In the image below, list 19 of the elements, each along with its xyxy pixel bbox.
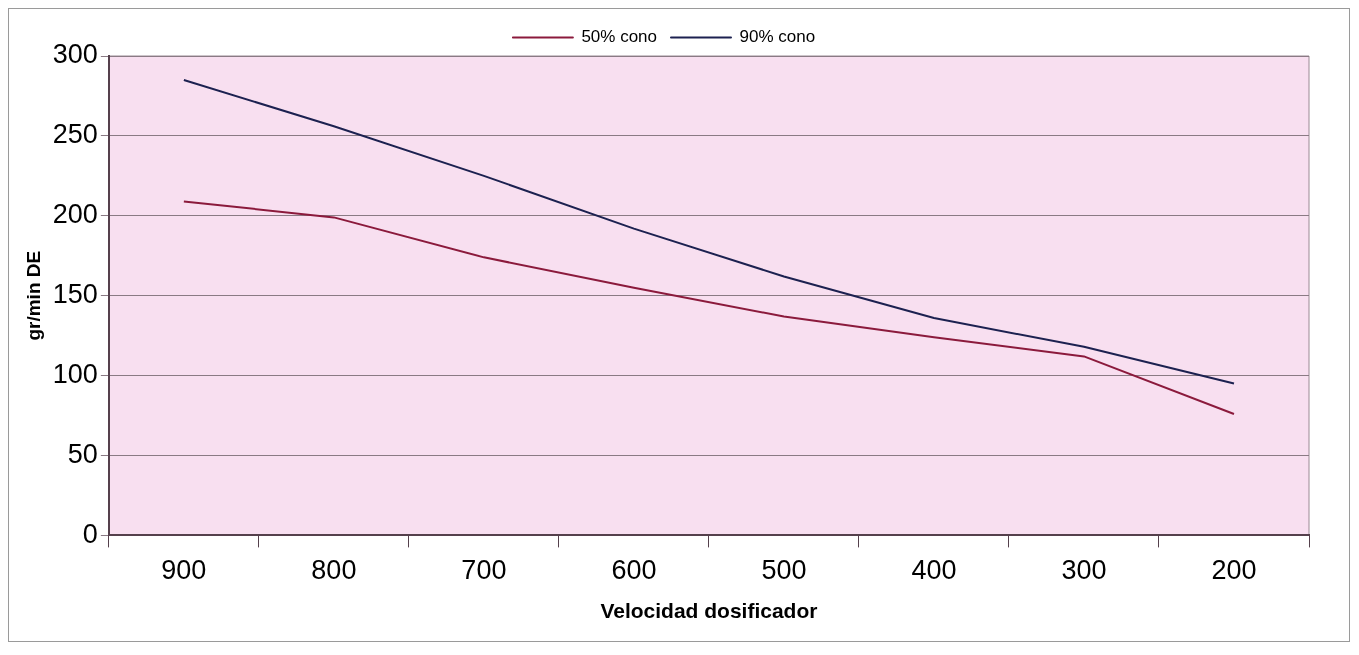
x-tick-label: 900	[161, 555, 207, 586]
legend-label: 90% cono	[739, 27, 816, 47]
x-tick-label: 200	[1211, 555, 1257, 586]
y-tick-label: 50	[67, 438, 98, 469]
y-tick-label: 250	[52, 119, 98, 150]
y-tick-label: 300	[52, 39, 98, 70]
y-tick-label: 100	[52, 359, 98, 390]
x-tick-label: 600	[611, 555, 657, 586]
x-tick-label: 300	[1061, 555, 1107, 586]
y-tick-label: 0	[82, 518, 98, 549]
x-tick-label: 700	[461, 555, 507, 586]
x-tick-label: 800	[311, 555, 357, 586]
x-axis-title: Velocidad dosificador	[600, 599, 818, 623]
y-tick-label: 150	[52, 279, 98, 310]
legend-label: 50% cono	[581, 27, 658, 47]
y-axis-title: gr/min DE	[22, 250, 44, 341]
y-tick-label: 200	[52, 199, 98, 230]
x-tick-label: 500	[761, 555, 807, 586]
x-tick-label: 400	[911, 555, 957, 586]
